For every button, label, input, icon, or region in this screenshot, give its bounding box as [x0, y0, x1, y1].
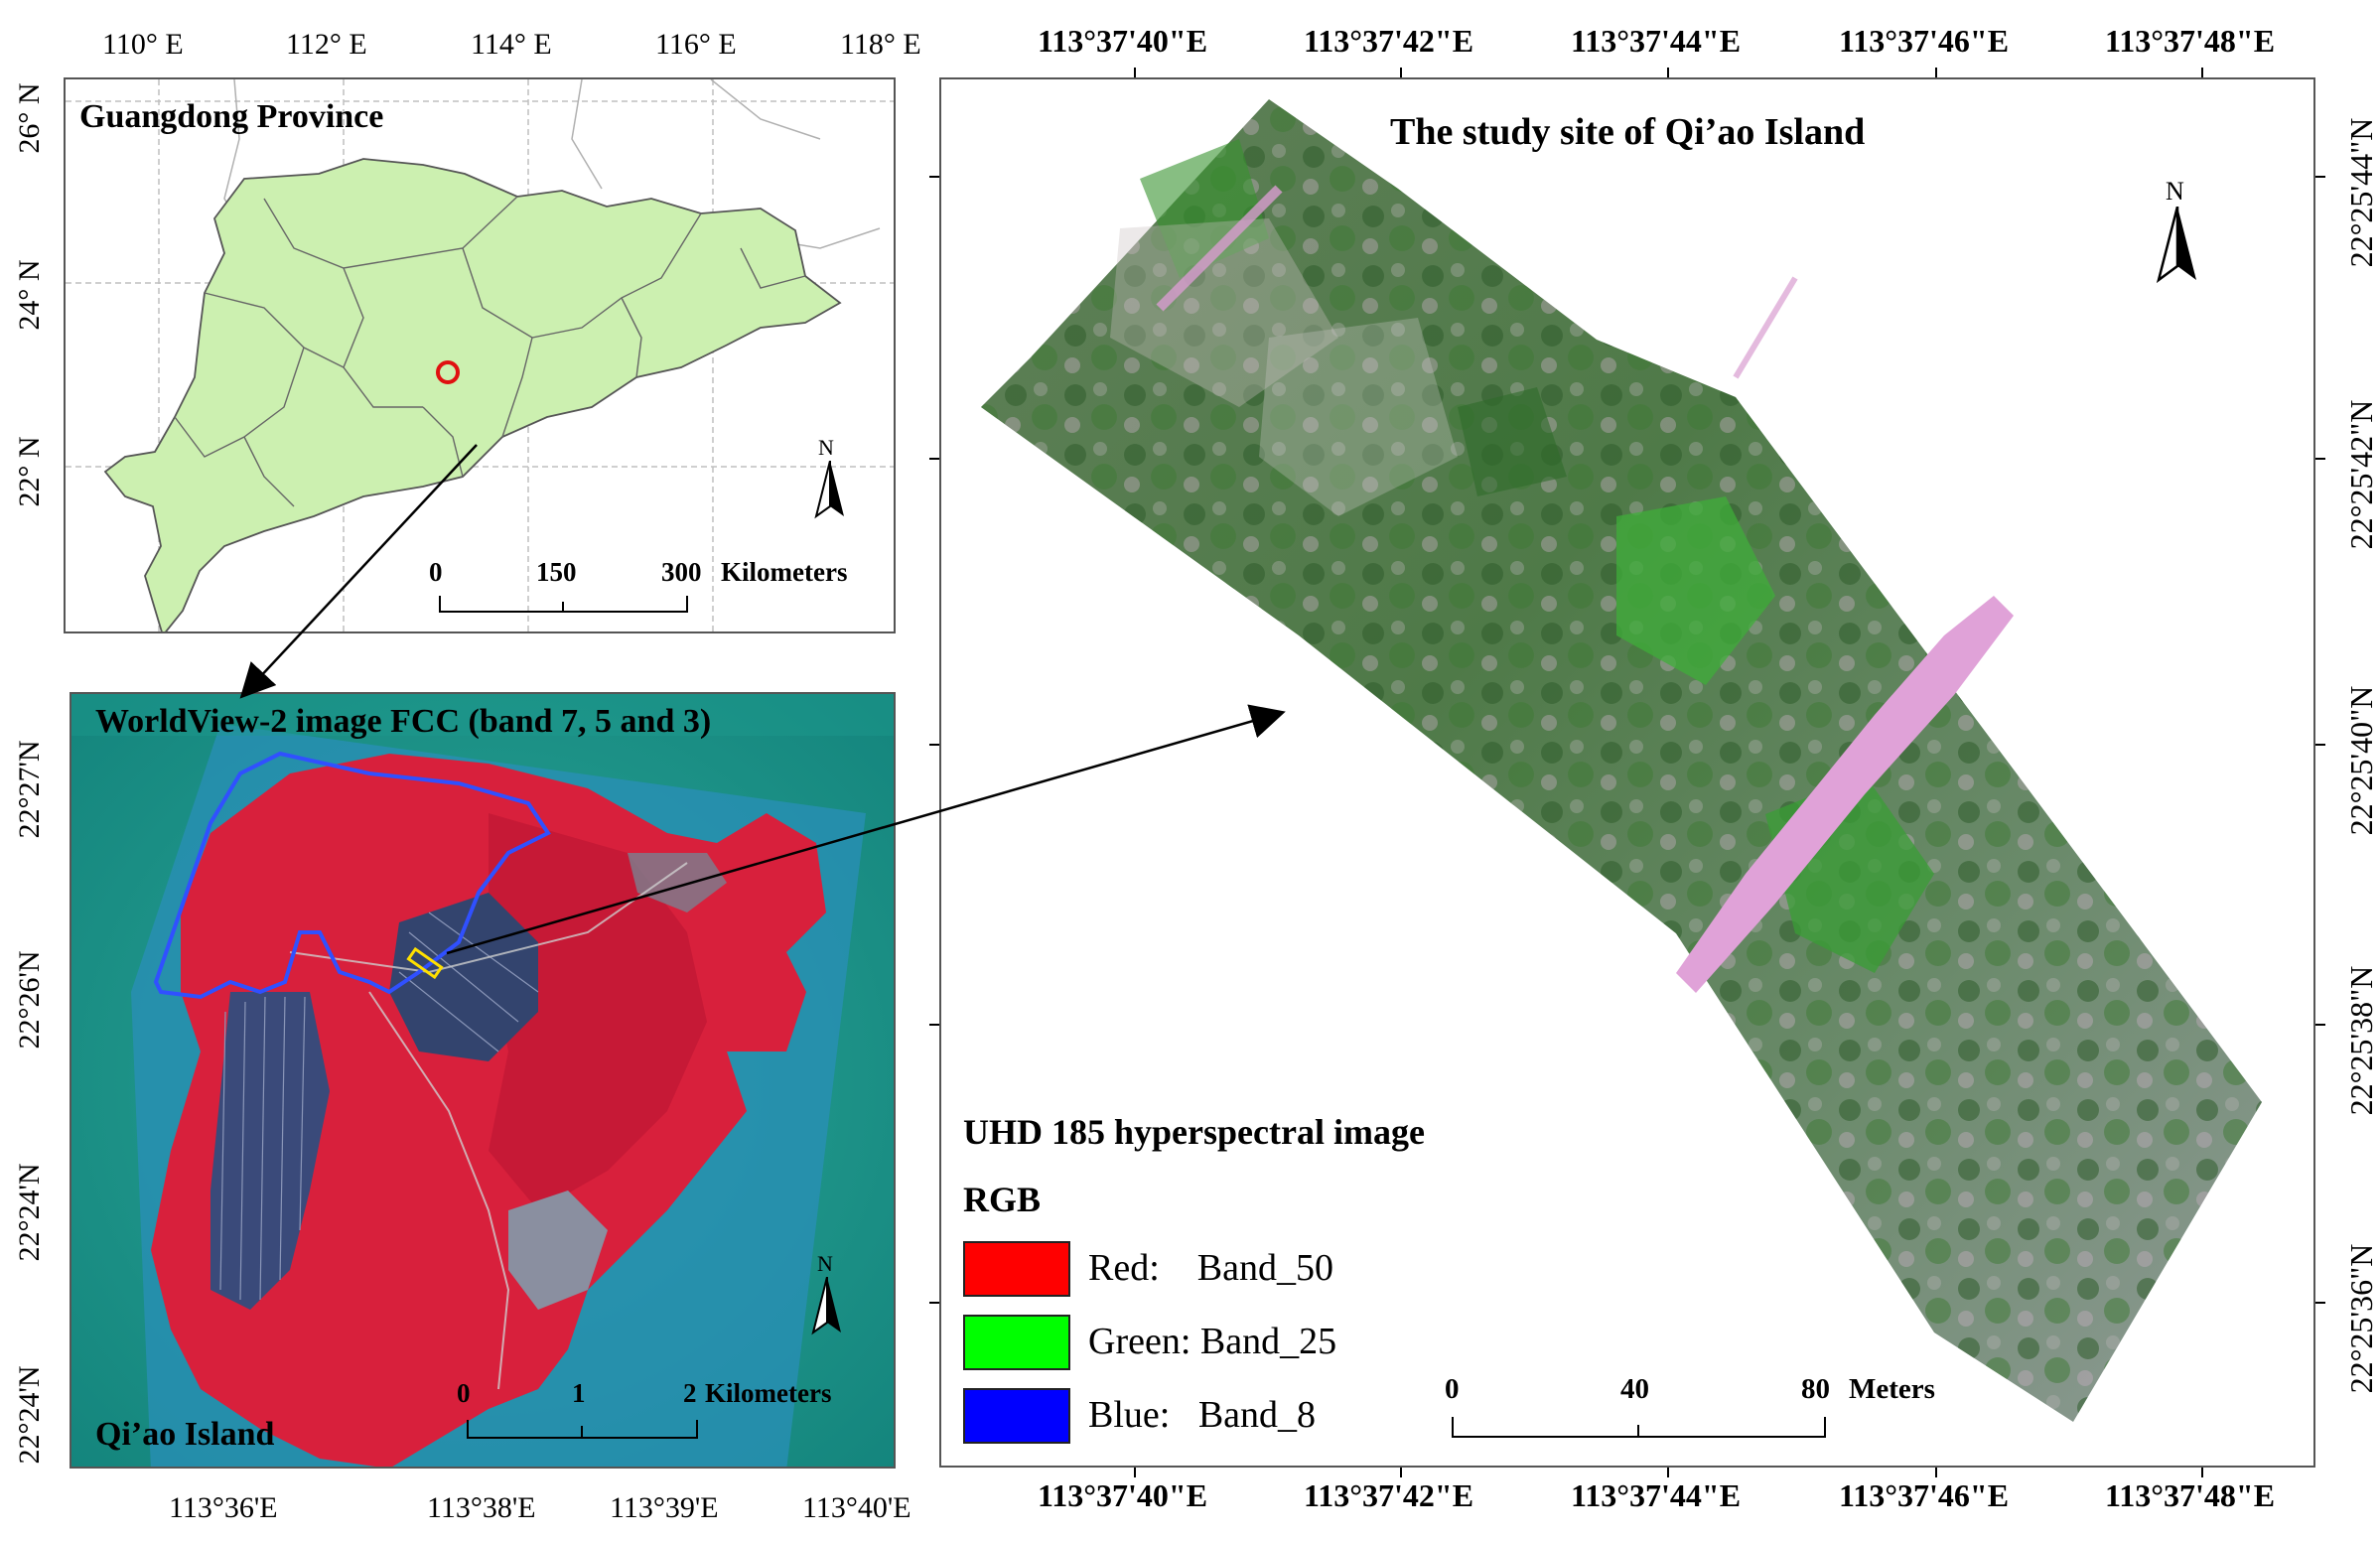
lon-label: 113°37'42"E	[1304, 1477, 1474, 1513]
qiao-island-title: WorldView-2 image FCC (band 7, 5 and 3)	[95, 703, 712, 740]
lon-label: 113°37'40"E	[1038, 23, 1208, 59]
lon-label: 113°39'E	[610, 1491, 719, 1524]
lon-label: 113°38'E	[427, 1491, 536, 1524]
legend: UHD 185 hyperspectral image RGB Red: Ban…	[963, 1110, 1499, 1448]
lon-label: 113°40'E	[802, 1491, 911, 1524]
lon-label: 114° E	[471, 28, 552, 61]
lon-label: 113°37'48"E	[2105, 23, 2276, 59]
study-site-marker	[406, 946, 444, 980]
north-arrow-icon: N	[807, 1253, 847, 1336]
guangdong-scalebar: 0 150 300 Kilometers	[427, 556, 894, 626]
lon-label: 118° E	[840, 28, 921, 61]
qiao-island-map-frame	[70, 692, 896, 1469]
study-site-scalebar: 0 40 80 Meters	[1440, 1373, 1996, 1453]
study-site-map-frame	[939, 77, 2315, 1468]
study-site-title: The study site of Qi’ao Island	[1390, 111, 1866, 153]
lon-label: 113°37'44"E	[1571, 1477, 1742, 1513]
lon-label: 113°37'46"E	[1839, 1477, 2010, 1513]
study-site-image	[981, 99, 2262, 1422]
guangdong-map-frame	[64, 77, 896, 633]
north-arrow-icon: N	[2153, 179, 2202, 288]
legend-swatch-blue	[963, 1388, 1070, 1444]
north-arrow-icon: N	[810, 437, 850, 520]
lon-label: 113°37'46"E	[1839, 23, 2010, 59]
legend-label-red: Red: Band_50	[1088, 1247, 1333, 1289]
path-trail	[1676, 596, 2014, 993]
lon-label: 116° E	[655, 28, 737, 61]
guangdong-title: Guangdong Province	[79, 98, 384, 135]
legend-swatch-green	[963, 1315, 1070, 1370]
qiao-scalebar: 0 1 2 Kilometers	[457, 1376, 894, 1456]
guangdong-map	[66, 79, 894, 631]
qiao-island-map	[71, 694, 894, 1467]
legend-swatch-red	[963, 1241, 1070, 1297]
legend-label-green: Green: Band_25	[1088, 1321, 1337, 1362]
study-region-outline	[153, 751, 551, 1000]
lon-label: 113°37'40"E	[1038, 1477, 1208, 1513]
lon-label: 113°37'44"E	[1571, 23, 1742, 59]
legend-label-blue: Blue: Band_8	[1088, 1394, 1317, 1436]
lon-label: 113°37'48"E	[2105, 1477, 2276, 1513]
lon-label: 112° E	[286, 28, 367, 61]
legend-subtitle: RGB	[963, 1180, 1042, 1219]
lon-label: 110° E	[102, 28, 184, 61]
lon-label: 113°36'E	[169, 1491, 278, 1524]
legend-title: UHD 185 hyperspectral image	[963, 1112, 1425, 1152]
study-area-marker	[436, 360, 460, 384]
qiao-island-label: Qi’ao Island	[95, 1416, 275, 1453]
lon-label: 113°37'42"E	[1304, 23, 1474, 59]
